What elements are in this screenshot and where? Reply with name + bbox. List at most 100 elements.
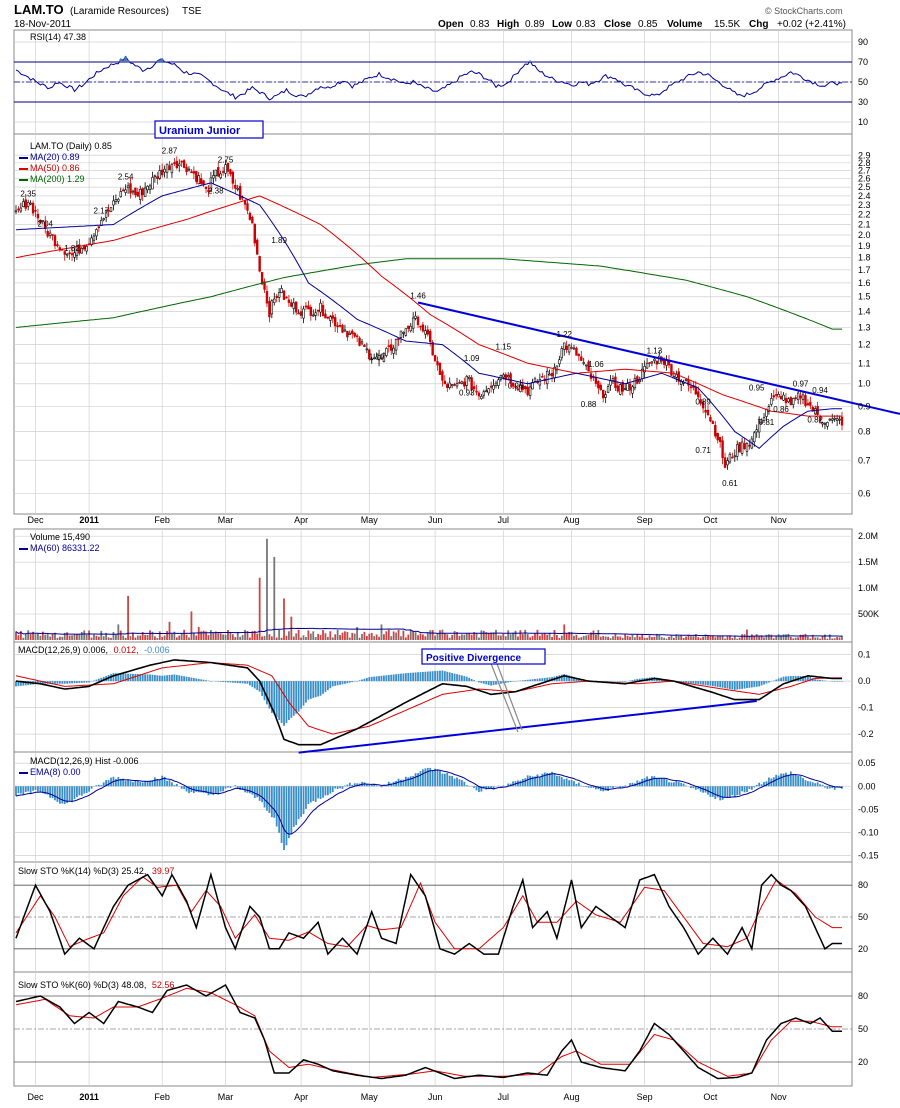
hist-bar xyxy=(71,786,73,803)
macd-hist-bar xyxy=(73,681,76,684)
volume-bar xyxy=(814,637,817,640)
volume-bar xyxy=(726,636,729,640)
macd-hist-bar xyxy=(780,677,782,682)
volume-bar xyxy=(214,631,217,640)
price-candle-body xyxy=(541,376,544,378)
volume-bar xyxy=(392,631,395,640)
month-label: Feb xyxy=(154,1092,170,1102)
hist-bar xyxy=(768,777,770,787)
volume-bar xyxy=(604,636,607,640)
price-candle-body xyxy=(643,366,646,373)
macd-legend-main: MACD(12,26,9) 0.006, xyxy=(18,645,108,655)
change-value: +0.02 (+2.41%) xyxy=(777,19,846,30)
hist-bar xyxy=(58,786,61,804)
price-candle-body xyxy=(526,386,529,396)
hist-bar xyxy=(263,786,266,808)
sto14-k-line xyxy=(15,871,842,956)
macd-hist-bar xyxy=(412,672,415,682)
hist-bar xyxy=(324,786,327,796)
volume-bar xyxy=(171,633,173,640)
macd-hist-bar xyxy=(768,681,770,683)
price-candle-body xyxy=(697,391,700,398)
macd-hist-bar xyxy=(685,681,687,683)
hist-bar xyxy=(105,780,108,787)
price-candle-body xyxy=(119,191,122,198)
volume-bar xyxy=(802,634,804,640)
macd-hist-bar xyxy=(329,681,332,689)
hist-bar xyxy=(458,779,461,787)
price-candle-body xyxy=(638,379,641,382)
macd-hist-bar xyxy=(463,676,466,682)
volume-bar xyxy=(231,634,234,640)
hist-bar xyxy=(270,786,273,818)
hist-bar xyxy=(677,781,680,787)
price-candle-body xyxy=(463,381,466,387)
hist-bar xyxy=(202,786,205,793)
hist-bar xyxy=(414,773,417,787)
price-candle-body xyxy=(39,219,42,224)
volume-bar xyxy=(97,636,100,640)
price-candle-body xyxy=(126,185,130,189)
price-candle-body xyxy=(465,376,468,386)
volume-bar xyxy=(190,611,193,640)
price-candle-body xyxy=(134,187,137,196)
price-candle-body xyxy=(677,371,680,382)
price-annotation: 0.71 xyxy=(695,446,711,455)
hist-bar xyxy=(690,786,692,789)
hist-bar xyxy=(117,777,120,787)
hist-bar xyxy=(441,773,444,787)
macd-hist-bar xyxy=(478,681,480,683)
volume-bar xyxy=(524,629,527,640)
price-candle-body xyxy=(716,433,719,441)
price-candle-body xyxy=(670,364,673,376)
hist-bar xyxy=(448,775,451,787)
macd-hist-bar xyxy=(339,681,341,685)
hist-bar xyxy=(499,786,502,788)
price-candle-body xyxy=(779,396,783,400)
price-annotation: 2.04 xyxy=(37,220,53,229)
month-label: Aug xyxy=(564,1092,580,1102)
macd-hist-bar xyxy=(529,679,532,682)
price-candle-body xyxy=(160,169,164,176)
price-candle-body xyxy=(402,332,405,334)
hist-bar xyxy=(746,786,748,793)
price-candle-body xyxy=(555,365,559,371)
price-candle-body xyxy=(95,229,98,237)
price-candle-body xyxy=(572,347,576,350)
price-candle-body xyxy=(199,178,203,184)
price-candle-body xyxy=(421,324,425,332)
hist-bar xyxy=(166,780,168,787)
price-candle-body xyxy=(740,441,744,454)
price-tick-label: 1.7 xyxy=(858,265,871,275)
hist-bar xyxy=(239,786,242,790)
price-candle-body xyxy=(63,251,66,255)
price-candle-body xyxy=(694,386,698,395)
macd-hist-bar xyxy=(229,681,232,683)
hist-bar xyxy=(339,786,341,789)
macd-hist-bar xyxy=(431,671,434,682)
price-candle-body xyxy=(251,216,254,224)
price-candle-body xyxy=(736,444,739,457)
macd-hist-bar xyxy=(241,681,244,684)
volume-bar xyxy=(492,632,495,640)
macd-hist-bar xyxy=(726,681,729,689)
positive-divergence-callout: Positive Divergence xyxy=(421,648,546,733)
macd-hist-bar xyxy=(346,681,349,684)
volume-bar xyxy=(670,635,673,640)
hist-bar xyxy=(580,785,583,787)
volume-bar xyxy=(697,637,700,640)
macd-hist-bar xyxy=(526,679,529,682)
price-candle-body xyxy=(431,342,434,356)
macd-hist-bar xyxy=(531,679,534,682)
macd-hist-bar xyxy=(385,675,388,682)
hist-bar xyxy=(719,786,722,801)
volume-bar xyxy=(395,632,398,640)
price-candle-body xyxy=(124,189,127,193)
volume-bar xyxy=(197,627,200,640)
macd-hist-bar xyxy=(136,674,139,682)
price-candle-body xyxy=(528,386,532,396)
price-legend-ma20: MA(20) 0.89 xyxy=(30,152,80,162)
volume-bar xyxy=(716,635,719,640)
volume-bar xyxy=(119,630,122,640)
change-label: Chg xyxy=(749,19,768,30)
